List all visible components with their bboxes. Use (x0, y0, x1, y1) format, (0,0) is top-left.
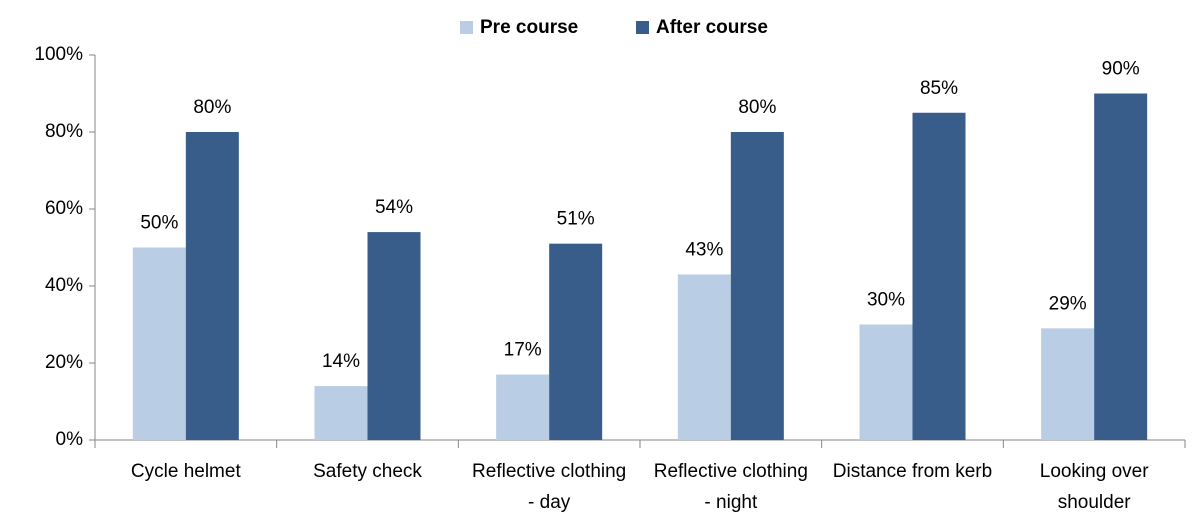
y-tick-label: 0% (56, 429, 84, 450)
bar (367, 232, 421, 440)
data-label: 29% (1049, 293, 1087, 314)
y-tick-label: 40% (45, 275, 83, 296)
x-tick-label: Cycle helmet (130, 461, 241, 482)
x-tick-label: Safety check (313, 461, 422, 482)
bar (1041, 328, 1095, 440)
x-tick-label: Reflective clothing - day (472, 461, 627, 513)
bar (132, 247, 186, 440)
data-label: 30% (867, 290, 905, 311)
data-label: 51% (557, 209, 595, 230)
data-label: 80% (193, 97, 231, 118)
y-tick-label: 80% (45, 121, 83, 142)
legend-swatch (636, 21, 649, 34)
x-tick-label: Reflective clothing - night (653, 461, 808, 513)
legend-label: Pre course (480, 17, 578, 38)
data-label: 14% (322, 351, 360, 372)
bar (314, 386, 368, 440)
bar (912, 112, 966, 440)
bar (549, 243, 603, 440)
bar (677, 274, 731, 440)
data-label: 85% (920, 78, 958, 99)
bar (1094, 93, 1148, 440)
x-tick-label: Looking over shoulder (1039, 461, 1149, 513)
y-tick-label: 20% (45, 352, 83, 373)
legend-label: After course (656, 17, 768, 38)
data-label: 43% (685, 239, 723, 260)
bar (859, 324, 913, 440)
bar (496, 374, 550, 440)
bar (730, 132, 784, 440)
legend-swatch (460, 21, 473, 34)
data-label: 17% (504, 340, 542, 361)
data-label: 50% (140, 213, 178, 234)
y-tick-label: 100% (34, 44, 83, 65)
x-tick-label: Distance from kerb (832, 461, 993, 482)
data-label: 54% (375, 197, 413, 218)
bar (185, 132, 239, 440)
data-label: 80% (738, 97, 776, 118)
data-label: 90% (1102, 59, 1140, 80)
y-tick-label: 60% (45, 198, 83, 219)
